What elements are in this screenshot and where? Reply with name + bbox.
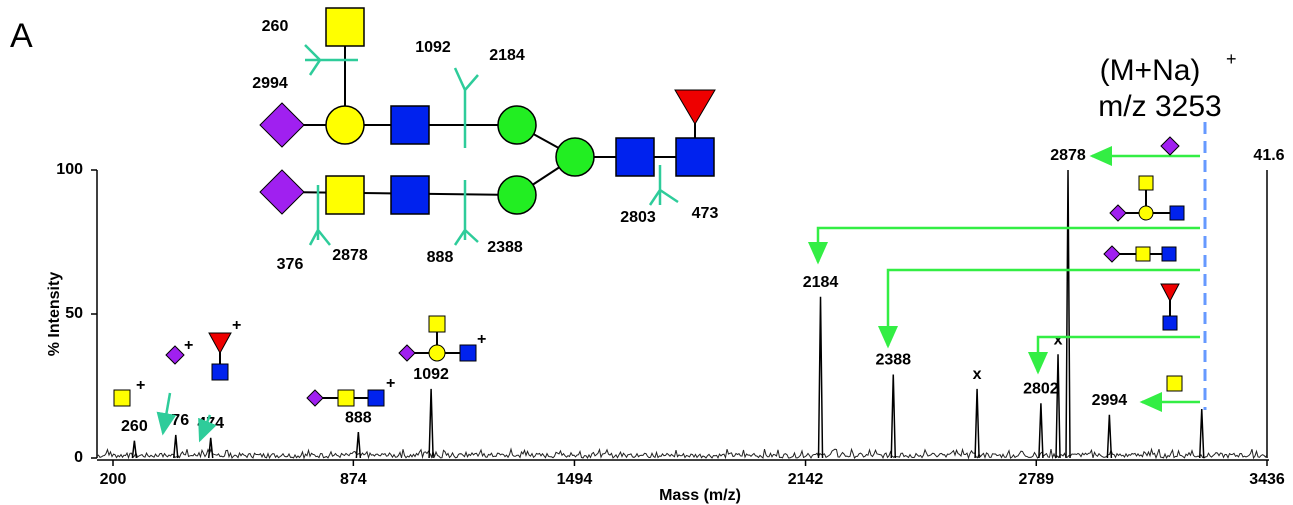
panel-label: A — [10, 17, 33, 55]
peak-label: 2802 — [1023, 380, 1059, 397]
peak — [429, 389, 433, 458]
charge-symbol: + — [477, 331, 486, 348]
peak-label: 2184 — [803, 274, 839, 291]
fragment-label: 2878 — [332, 247, 368, 264]
fragment-label: 1092 — [415, 39, 451, 56]
fragment-label: 376 — [277, 256, 304, 273]
fragment-label: 2803 — [620, 209, 656, 226]
charge-symbol: + — [386, 375, 395, 392]
fragment-label: 888 — [427, 249, 454, 266]
parent-ion-mz: m/z 3253 — [1098, 90, 1221, 123]
fragment-label: 473 — [692, 205, 719, 222]
parent-ion-label: (M+Na) — [1100, 54, 1201, 87]
x-tick-label: 874 — [340, 471, 367, 488]
charge-symbol: + — [232, 317, 241, 334]
y-tick-label: 0 — [74, 449, 83, 466]
peak — [1039, 403, 1043, 458]
x-axis-label: Mass (m/z) — [659, 487, 741, 504]
x-tick-label: 2142 — [788, 471, 824, 488]
peak — [209, 438, 213, 458]
y-axis-label: % Intensity — [46, 272, 63, 357]
peak-label: 474 — [197, 415, 224, 432]
peak-label: x — [973, 366, 982, 383]
parent-ion-charge: + — [1226, 49, 1237, 69]
x-tick-label: 1494 — [557, 471, 593, 488]
peak-label: 888 — [345, 409, 372, 426]
chart: A 0 50 100 200 874 1494 2142 2789 3436 Mass (m/z)… — [0, 0, 1293, 505]
y-tick-label: 100 — [56, 161, 83, 178]
peak — [1056, 354, 1060, 458]
charge-symbol: + — [136, 377, 145, 394]
x-tick-label: 200 — [100, 471, 127, 488]
peak — [1107, 415, 1111, 458]
peak-label: 2878 — [1050, 147, 1086, 164]
peak-label: 1092 — [413, 366, 449, 383]
x-tick-label: 2789 — [1018, 471, 1054, 488]
max-intensity: 41.6 — [1253, 147, 1284, 164]
peak-label: 2994 — [1092, 392, 1128, 409]
x-tick-label: 3436 — [1249, 471, 1285, 488]
peak — [891, 374, 895, 458]
peak — [174, 435, 178, 458]
peak — [1066, 170, 1070, 458]
peak-label: x — [1054, 332, 1063, 349]
peak-label: 260 — [121, 418, 148, 435]
peak-label: 2388 — [875, 352, 911, 369]
charge-symbol: + — [184, 337, 193, 354]
peak — [975, 389, 979, 458]
peak — [1200, 409, 1204, 458]
y-tick-label: 50 — [65, 305, 83, 322]
fragment-label: 260 — [262, 18, 289, 35]
peak — [819, 297, 823, 458]
fragment-label: 2184 — [489, 47, 525, 64]
baseline-noise — [97, 449, 1267, 458]
fragment-label: 2994 — [252, 75, 288, 92]
fragment-label: 2388 — [487, 239, 523, 256]
